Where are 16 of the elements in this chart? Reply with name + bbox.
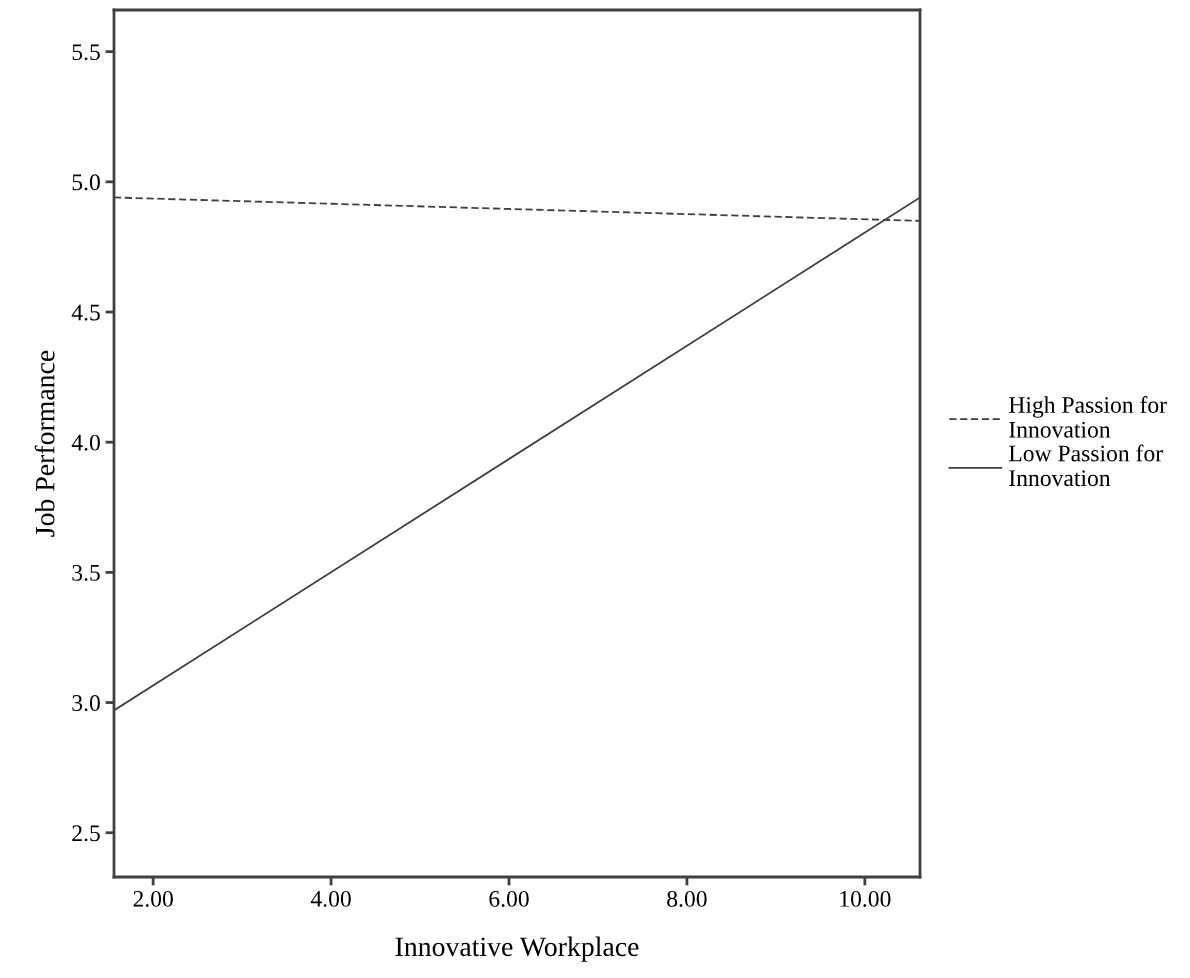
y-tick-label: 3.0	[72, 695, 100, 712]
y-axis-title: Job Performance	[34, 350, 55, 537]
x-axis-title: Innovative Workplace	[395, 936, 639, 962]
x-tick-label: 6.00	[489, 890, 529, 907]
legend-label: Low Passion for Innovation	[1009, 444, 1163, 487]
x-tick-label: 4.00	[310, 890, 351, 907]
y-tick-label: 3.5	[72, 564, 100, 581]
y-tick-label: 4.5	[71, 304, 100, 321]
x-tick-label: 8.00	[667, 890, 707, 907]
x-tick-label: 2.00	[133, 890, 173, 907]
y-tick-label: 5.5	[72, 44, 100, 61]
y-tick-label: 5.0	[72, 174, 100, 191]
legend-label: High Passion for Innovation	[1009, 396, 1167, 438]
y-tick-label: 2.5	[72, 825, 100, 842]
x-tick-label: 10.00	[840, 890, 891, 907]
y-tick-label: 4.0	[71, 434, 100, 451]
